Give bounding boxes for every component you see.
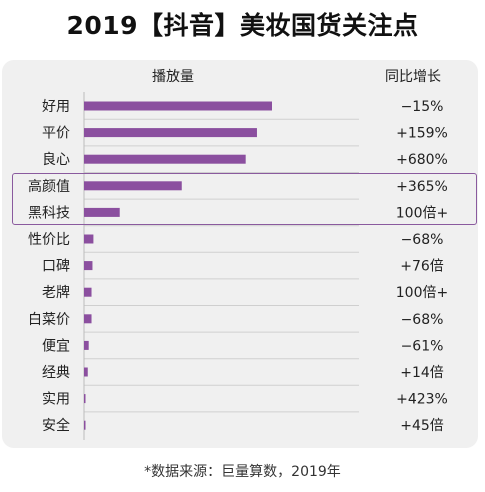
growth-label: +159% <box>396 126 448 142</box>
bar <box>84 128 257 138</box>
growth-label: +45倍 <box>400 418 444 434</box>
bar-column-header: 播放量 <box>152 69 194 85</box>
category-label: 平价 <box>42 126 70 142</box>
bar <box>84 261 93 271</box>
category-label: 良心 <box>42 152 70 168</box>
category-label: 实用 <box>42 392 70 408</box>
chart-title: 2019【抖音】美妆国货关注点 <box>66 11 419 40</box>
bar <box>84 314 92 324</box>
category-label: 口碑 <box>42 259 70 275</box>
bar <box>84 101 272 111</box>
category-label: 老牌 <box>42 284 70 301</box>
bar <box>84 234 94 244</box>
category-label: 性价比 <box>28 232 70 248</box>
growth-label: +365% <box>396 179 448 195</box>
category-label: 好用 <box>42 99 70 115</box>
bar <box>84 181 182 191</box>
category-label: 黑科技 <box>28 205 70 221</box>
highlight-box <box>12 173 477 225</box>
growth-label: 100倍+ <box>396 205 448 221</box>
chart-panel <box>2 60 478 448</box>
growth-label: +423% <box>396 392 448 408</box>
bar <box>84 287 92 297</box>
category-label: 经典 <box>42 365 70 381</box>
footnote: *数据来源：巨量算数，2019年 <box>144 464 341 480</box>
growth-label: +14倍 <box>400 365 444 381</box>
growth-label: +680% <box>396 152 448 168</box>
growth-label: 100倍+ <box>396 285 448 301</box>
bar <box>84 154 246 164</box>
growth-label: −15% <box>401 99 444 115</box>
growth-label: −68% <box>401 312 444 328</box>
category-label: 高颜值 <box>28 178 70 195</box>
bar <box>84 394 86 404</box>
category-label: 便宜 <box>42 338 70 354</box>
growth-column-header: 同比增长 <box>385 69 441 85</box>
growth-label: +76倍 <box>400 259 444 275</box>
bar <box>84 207 120 217</box>
bar <box>84 367 88 377</box>
growth-label: −68% <box>401 232 444 248</box>
growth-label: −61% <box>401 338 444 354</box>
category-label: 白菜价 <box>28 312 70 328</box>
bar <box>84 340 89 350</box>
bar <box>84 420 86 430</box>
category-label: 安全 <box>42 417 70 434</box>
